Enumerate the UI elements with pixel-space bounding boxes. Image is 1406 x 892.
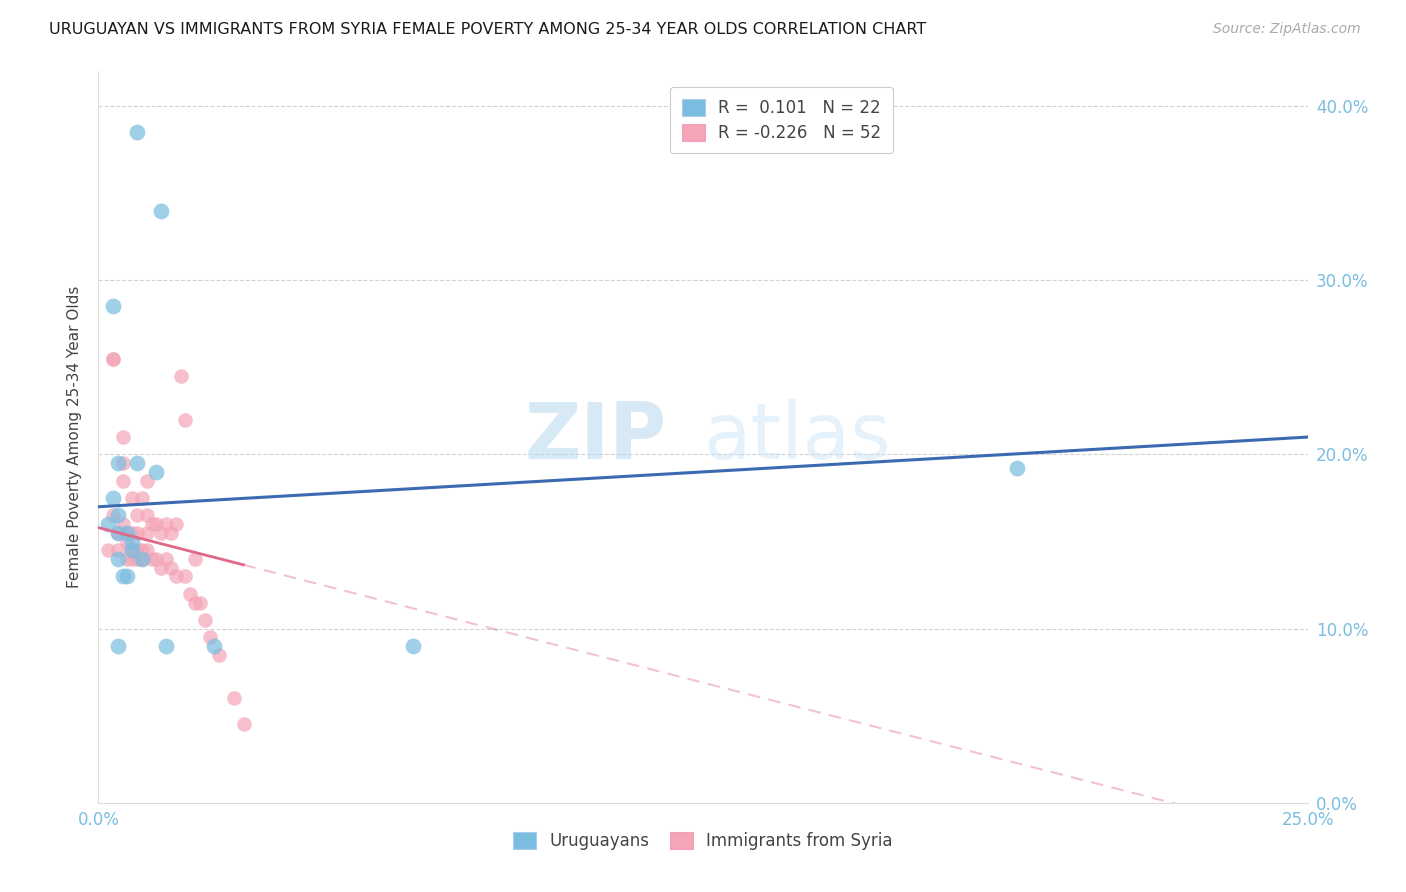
Point — [179, 587, 201, 601]
Text: URUGUAYAN VS IMMIGRANTS FROM SYRIA FEMALE POVERTY AMONG 25-34 YEAR OLDS CORRELAT: URUGUAYAN VS IMMIGRANTS FROM SYRIA FEMAL… — [49, 22, 927, 37]
Point — [174, 569, 197, 583]
Point — [107, 639, 129, 653]
Point — [135, 474, 157, 488]
Point — [188, 595, 211, 609]
Point — [131, 543, 153, 558]
Point — [127, 552, 149, 566]
Point — [107, 525, 129, 540]
Point — [204, 639, 226, 653]
Point — [232, 717, 254, 731]
Point — [101, 491, 124, 505]
Point — [121, 525, 143, 540]
Point — [107, 508, 129, 523]
Y-axis label: Female Poverty Among 25-34 Year Olds: Female Poverty Among 25-34 Year Olds — [67, 286, 83, 588]
Point — [117, 525, 139, 540]
Point — [117, 569, 139, 583]
Point — [141, 552, 163, 566]
Point — [121, 543, 143, 558]
Point — [150, 203, 173, 218]
Point — [135, 525, 157, 540]
Point — [111, 569, 134, 583]
Point — [150, 560, 173, 574]
Point — [117, 552, 139, 566]
Point — [107, 552, 129, 566]
Point — [111, 456, 134, 470]
Point — [174, 412, 197, 426]
Point — [160, 560, 183, 574]
Point — [107, 525, 129, 540]
Point — [222, 691, 245, 706]
Point — [131, 552, 153, 566]
Point — [127, 543, 149, 558]
Point — [101, 351, 124, 366]
Point — [145, 517, 167, 532]
Point — [127, 125, 149, 139]
Point — [121, 543, 143, 558]
Point — [155, 639, 177, 653]
Point — [198, 631, 221, 645]
Point — [101, 300, 124, 314]
Point — [135, 543, 157, 558]
Point — [127, 508, 149, 523]
Point — [145, 465, 167, 479]
Point — [1007, 461, 1029, 475]
Text: Source: ZipAtlas.com: Source: ZipAtlas.com — [1213, 22, 1361, 37]
Legend: Uruguayans, Immigrants from Syria: Uruguayans, Immigrants from Syria — [506, 825, 900, 856]
Point — [145, 552, 167, 566]
Point — [107, 456, 129, 470]
Point — [101, 351, 124, 366]
Point — [194, 613, 217, 627]
Point — [155, 517, 177, 532]
Point — [117, 534, 139, 549]
Point — [117, 525, 139, 540]
Point — [165, 569, 187, 583]
Point — [155, 552, 177, 566]
Point — [402, 639, 425, 653]
Point — [121, 552, 143, 566]
Point — [107, 543, 129, 558]
Point — [127, 456, 149, 470]
Point — [97, 517, 120, 532]
Point — [208, 648, 231, 662]
Point — [121, 534, 143, 549]
Point — [127, 525, 149, 540]
Point — [111, 517, 134, 532]
Text: atlas: atlas — [703, 399, 890, 475]
Point — [184, 595, 207, 609]
Point — [131, 491, 153, 505]
Point — [165, 517, 187, 532]
Point — [141, 517, 163, 532]
Point — [131, 552, 153, 566]
Point — [111, 430, 134, 444]
Point — [150, 525, 173, 540]
Text: ZIP: ZIP — [524, 399, 666, 475]
Point — [169, 369, 191, 384]
Point — [184, 552, 207, 566]
Point — [135, 508, 157, 523]
Point — [121, 491, 143, 505]
Point — [111, 474, 134, 488]
Point — [101, 508, 124, 523]
Point — [160, 525, 183, 540]
Point — [97, 543, 120, 558]
